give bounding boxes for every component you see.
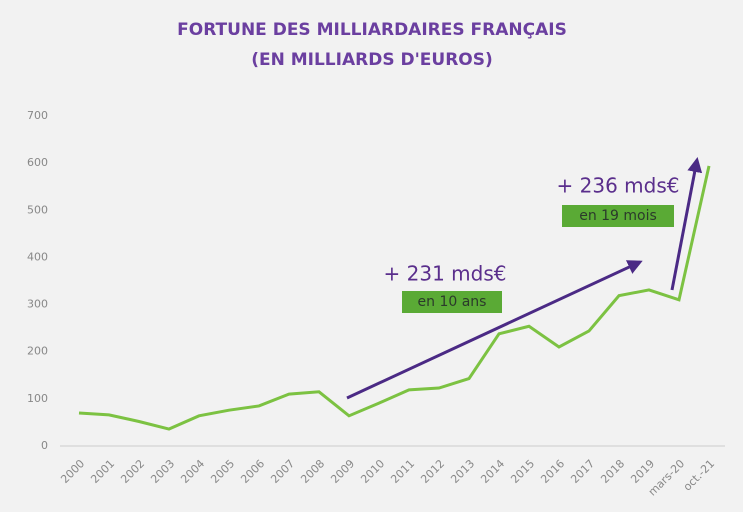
annotation-sub: en 10 ans xyxy=(418,294,487,310)
y-tick-label: 0 xyxy=(41,439,48,452)
y-tick-label: 200 xyxy=(27,345,48,358)
annotation-box xyxy=(562,205,674,227)
annotation-box xyxy=(402,291,502,313)
annotation: + 231 mds€ xyxy=(384,262,507,286)
y-tick-label: 500 xyxy=(27,203,48,216)
x-tick-label: 2015 xyxy=(508,457,537,486)
x-tick-label: oct.-21 xyxy=(681,457,717,493)
x-tick-label: 2008 xyxy=(298,457,327,486)
x-tick-label: 2001 xyxy=(88,457,117,486)
x-tick-label: 2017 xyxy=(568,457,597,486)
x-tick-label: 2014 xyxy=(478,457,507,486)
annotation-sub: en 19 mois xyxy=(579,208,657,224)
x-tick-label: 2002 xyxy=(118,457,147,486)
x-tick-label: 2012 xyxy=(418,457,447,486)
x-tick-label: 2000 xyxy=(58,457,87,486)
x-tick-label: 2009 xyxy=(328,457,357,486)
x-tick-label: 2013 xyxy=(448,457,477,486)
line xyxy=(78,165,711,431)
annotation: + 236 mds€ xyxy=(557,174,680,198)
y-tick-label: 700 xyxy=(27,109,48,122)
x-tick-label: 2018 xyxy=(598,457,627,486)
arrow xyxy=(346,260,643,400)
y-tick-label: 100 xyxy=(27,392,48,405)
y-tick-label: 600 xyxy=(27,156,48,169)
y-tick-label: 400 xyxy=(27,250,48,263)
x-tick-label: 2003 xyxy=(148,457,177,486)
chart-title: FORTUNE DES MILLIARDAIRES FRANÇAIS xyxy=(177,20,567,40)
arrow xyxy=(670,157,703,291)
x-tick-label: 2016 xyxy=(538,457,567,486)
y-tick-label: 300 xyxy=(27,298,48,311)
x-tick-label: 2011 xyxy=(388,457,417,486)
x-tick-label: 2007 xyxy=(268,457,297,486)
chart-subtitle: (EN MILLIARDS D'EUROS) xyxy=(251,50,493,70)
x-tick-label: 2005 xyxy=(208,457,237,486)
x-tick-label: 2006 xyxy=(238,457,267,486)
x-tick-label: 2010 xyxy=(358,457,387,486)
x-tick-label: 2004 xyxy=(178,457,207,486)
